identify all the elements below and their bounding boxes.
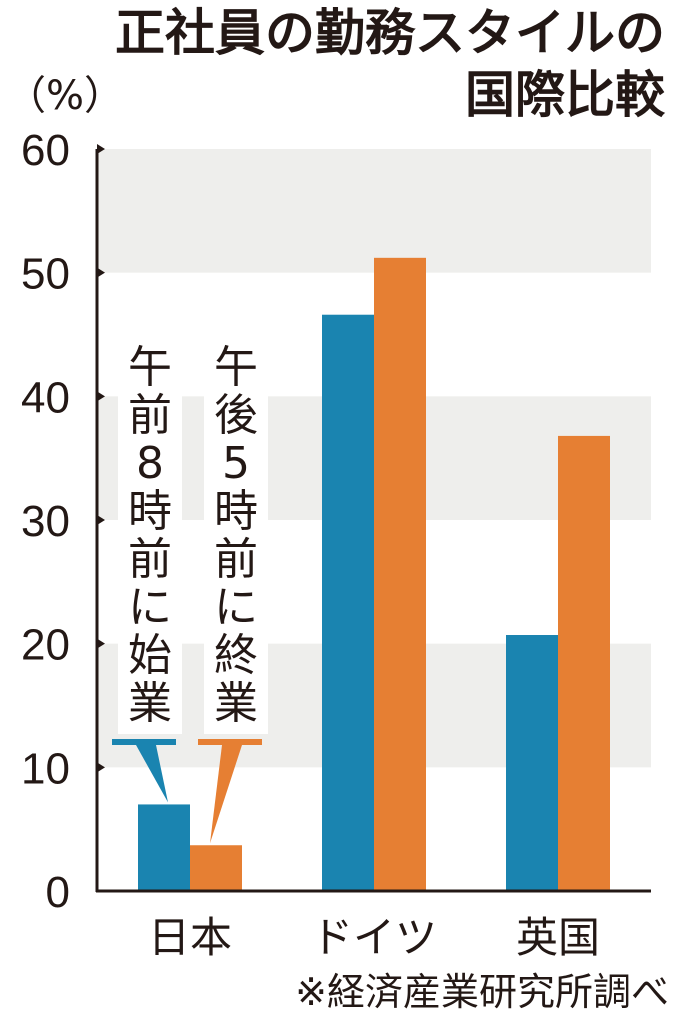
- legend-label-char: 終: [214, 630, 258, 681]
- legend-underline: [198, 739, 262, 745]
- legend-label-char: 前: [128, 534, 172, 585]
- bar-series2-2: [558, 435, 610, 891]
- x-tick-label: ドイツ: [311, 913, 437, 962]
- bar-series1-2: [506, 635, 558, 891]
- title-line-1: 正社員の勤務スタイルの: [115, 4, 665, 62]
- bar-series2-1: [374, 257, 426, 891]
- legend-label-char: 後: [214, 390, 258, 441]
- legend-label-char: 午: [128, 342, 172, 393]
- legend-bg: [204, 342, 268, 734]
- legend-label-char: に: [128, 582, 172, 633]
- y-tick-mark: [97, 267, 105, 278]
- bar-series1-0: [138, 804, 190, 891]
- legend-label-char: 業: [128, 678, 172, 729]
- legend-label-char: 5: [222, 438, 250, 489]
- legend-label-char: 時: [128, 486, 172, 537]
- y-tick-label: 10: [21, 744, 70, 793]
- legend-bg: [118, 342, 182, 734]
- x-tick-label: 日本: [148, 913, 232, 962]
- legend-underline: [112, 739, 176, 745]
- x-tick-label: 英国: [516, 913, 600, 962]
- y-tick-mark: [97, 762, 105, 773]
- legend-label-char: 時: [214, 486, 258, 537]
- legend-label-char: 業: [214, 678, 258, 729]
- y-tick-label: 40: [21, 373, 70, 422]
- bar-series1-1: [322, 314, 374, 891]
- title-line-2: 国際比較: [465, 66, 665, 124]
- legend-label-char: 始: [128, 630, 172, 681]
- y-tick-label: 0: [46, 868, 70, 917]
- legend-label-char: 前: [214, 534, 258, 585]
- grid-band: [97, 149, 651, 273]
- chart-title: 正社員の勤務スタイルの 国際比較: [115, 2, 665, 126]
- legend-label-char: に: [214, 582, 258, 633]
- legend-pointer: [136, 745, 168, 803]
- bar-series2-0: [190, 845, 242, 891]
- legend-label-char: 8: [136, 438, 164, 489]
- y-tick-label: 60: [21, 126, 70, 175]
- legend-pointer: [210, 745, 242, 844]
- y-tick-mark: [97, 638, 105, 649]
- y-tick-mark: [97, 144, 105, 154]
- source-note: ※経済産業研究所調べ: [295, 970, 669, 1014]
- y-tick-mark: [97, 391, 105, 402]
- y-tick-mark: [97, 515, 105, 525]
- y-tick-label: 20: [21, 621, 70, 670]
- legend-label-char: 前: [128, 390, 172, 441]
- y-tick-label: 30: [21, 497, 70, 546]
- y-tick-label: 50: [21, 250, 70, 299]
- legend-label-char: 午: [214, 342, 258, 393]
- y-axis-unit: （%）: [6, 73, 125, 119]
